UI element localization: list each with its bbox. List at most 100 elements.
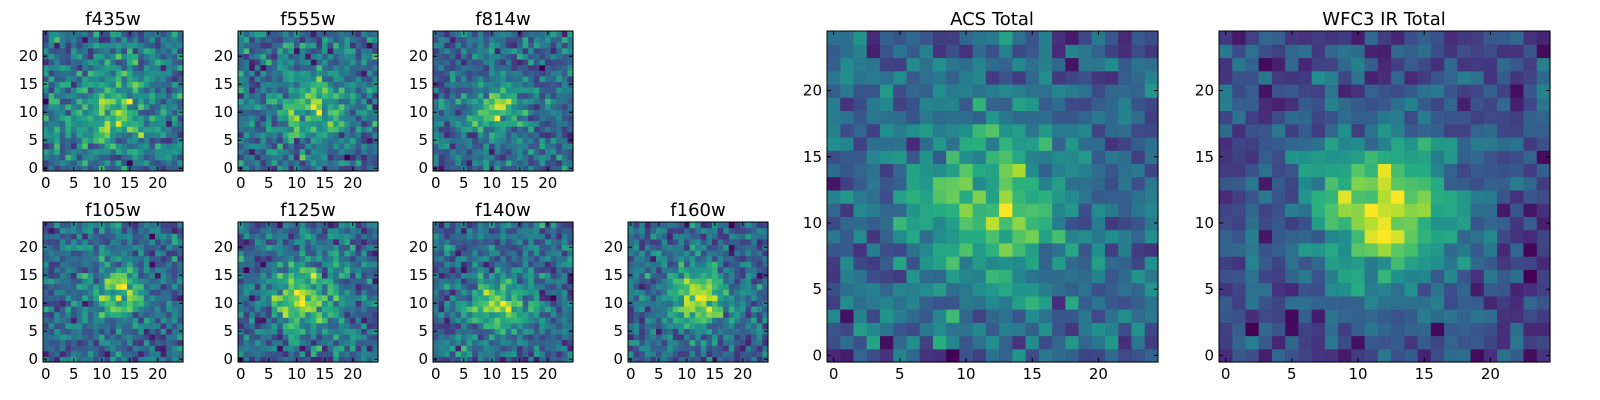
heatmap-cell bbox=[444, 103, 451, 110]
heatmap-cell bbox=[238, 238, 245, 245]
heatmap-cell bbox=[121, 250, 128, 257]
heatmap-cell bbox=[361, 261, 368, 268]
heatmap-cell bbox=[712, 227, 719, 234]
heatmap-cell bbox=[143, 255, 150, 262]
heatmap-cell bbox=[54, 154, 61, 161]
heatmap-cell bbox=[494, 75, 501, 82]
heatmap-cell bbox=[266, 294, 273, 301]
heatmap-cell bbox=[65, 345, 72, 352]
heatmap-cell bbox=[650, 306, 657, 313]
heatmap-cell bbox=[366, 339, 373, 346]
heatmap-cell bbox=[644, 278, 651, 285]
heatmap-cell bbox=[678, 255, 685, 262]
heatmap-cell bbox=[277, 350, 284, 357]
heatmap-cell bbox=[121, 339, 128, 346]
heatmap-cell bbox=[110, 148, 117, 155]
heatmap-cell bbox=[366, 289, 373, 296]
heatmap-cell bbox=[449, 289, 456, 296]
heatmap-cell bbox=[717, 227, 724, 234]
heatmap-cell bbox=[266, 103, 273, 110]
heatmap-cell bbox=[87, 227, 94, 234]
heatmap-cell bbox=[366, 261, 373, 268]
heatmap-cell bbox=[751, 289, 758, 296]
heatmap-cell bbox=[1078, 322, 1093, 337]
heatmap-cell bbox=[282, 255, 289, 262]
heatmap-cell bbox=[1091, 269, 1106, 284]
heatmap-cell bbox=[511, 300, 518, 307]
heatmap-cell bbox=[650, 266, 657, 273]
heatmap-cell bbox=[71, 42, 78, 49]
heatmap-cell bbox=[985, 176, 1000, 191]
heatmap-cell bbox=[333, 266, 340, 273]
heatmap-cell bbox=[461, 115, 468, 122]
heatmap-cell bbox=[355, 70, 362, 77]
heatmap-cell bbox=[338, 233, 345, 240]
heatmap-cell bbox=[550, 92, 557, 99]
heatmap-cell bbox=[444, 70, 451, 77]
heatmap-cell bbox=[65, 126, 72, 133]
heatmap-cell bbox=[121, 261, 128, 268]
heatmap-cell bbox=[350, 227, 357, 234]
heatmap-cell bbox=[689, 250, 696, 257]
heatmap-cell bbox=[667, 300, 674, 307]
heatmap-cell bbox=[110, 334, 117, 341]
heatmap-cell bbox=[71, 143, 78, 150]
heatmap-cell bbox=[561, 131, 568, 138]
y-tick-label: 10 bbox=[604, 294, 623, 312]
heatmap-cell bbox=[483, 255, 490, 262]
heatmap-cell bbox=[511, 261, 518, 268]
heatmap-cell bbox=[143, 283, 150, 290]
heatmap-cell bbox=[466, 42, 473, 49]
heatmap-cell bbox=[294, 334, 301, 341]
heatmap-cell bbox=[466, 294, 473, 301]
heatmap-cell bbox=[650, 244, 657, 251]
heatmap-cell bbox=[477, 103, 484, 110]
heatmap-cell bbox=[528, 306, 535, 313]
heatmap-cell bbox=[76, 345, 83, 352]
heatmap-cell bbox=[466, 64, 473, 71]
heatmap-cell bbox=[143, 300, 150, 307]
heatmap-cell bbox=[745, 289, 752, 296]
heatmap-cell bbox=[254, 278, 261, 285]
heatmap-cell bbox=[539, 36, 546, 43]
heatmap-cell bbox=[155, 92, 162, 99]
heatmap-cell bbox=[355, 53, 362, 60]
heatmap-cell bbox=[82, 227, 89, 234]
heatmap-cell bbox=[959, 229, 974, 244]
heatmap-cell bbox=[260, 137, 267, 144]
heatmap-cell bbox=[110, 317, 117, 324]
heatmap-cell bbox=[361, 53, 368, 60]
heatmap-cell bbox=[82, 42, 89, 49]
heatmap-cell bbox=[972, 242, 987, 257]
heatmap-cell bbox=[433, 289, 440, 296]
heatmap-cell bbox=[361, 255, 368, 262]
heatmap-cell bbox=[238, 75, 245, 82]
heatmap-cell bbox=[54, 311, 61, 318]
heatmap-cell bbox=[177, 59, 184, 66]
heatmap-cell bbox=[260, 75, 267, 82]
heatmap-cell bbox=[171, 98, 178, 105]
heatmap-cell bbox=[93, 317, 100, 324]
heatmap-cell bbox=[483, 126, 490, 133]
heatmap-cell bbox=[706, 278, 713, 285]
heatmap-cell bbox=[656, 328, 663, 335]
heatmap-cell bbox=[1012, 256, 1027, 270]
heatmap-cell bbox=[138, 81, 145, 88]
heatmap-cell bbox=[444, 283, 451, 290]
heatmap-cell bbox=[54, 272, 61, 279]
heatmap-cell bbox=[160, 42, 167, 49]
heatmap-cell bbox=[149, 31, 156, 38]
heatmap-cell bbox=[1025, 322, 1040, 337]
heatmap-cell bbox=[327, 334, 334, 341]
heatmap-cell bbox=[249, 300, 256, 307]
heatmap-cell bbox=[539, 294, 546, 301]
heatmap-cell bbox=[54, 317, 61, 324]
heatmap-cell bbox=[644, 339, 651, 346]
heatmap-cell bbox=[438, 75, 445, 82]
heatmap-cell bbox=[160, 227, 167, 234]
x-tick-label: 0 bbox=[626, 365, 636, 383]
heatmap-cell bbox=[87, 103, 94, 110]
heatmap-cell bbox=[472, 165, 479, 172]
heatmap-cell bbox=[650, 317, 657, 324]
heatmap-cell bbox=[282, 165, 289, 172]
